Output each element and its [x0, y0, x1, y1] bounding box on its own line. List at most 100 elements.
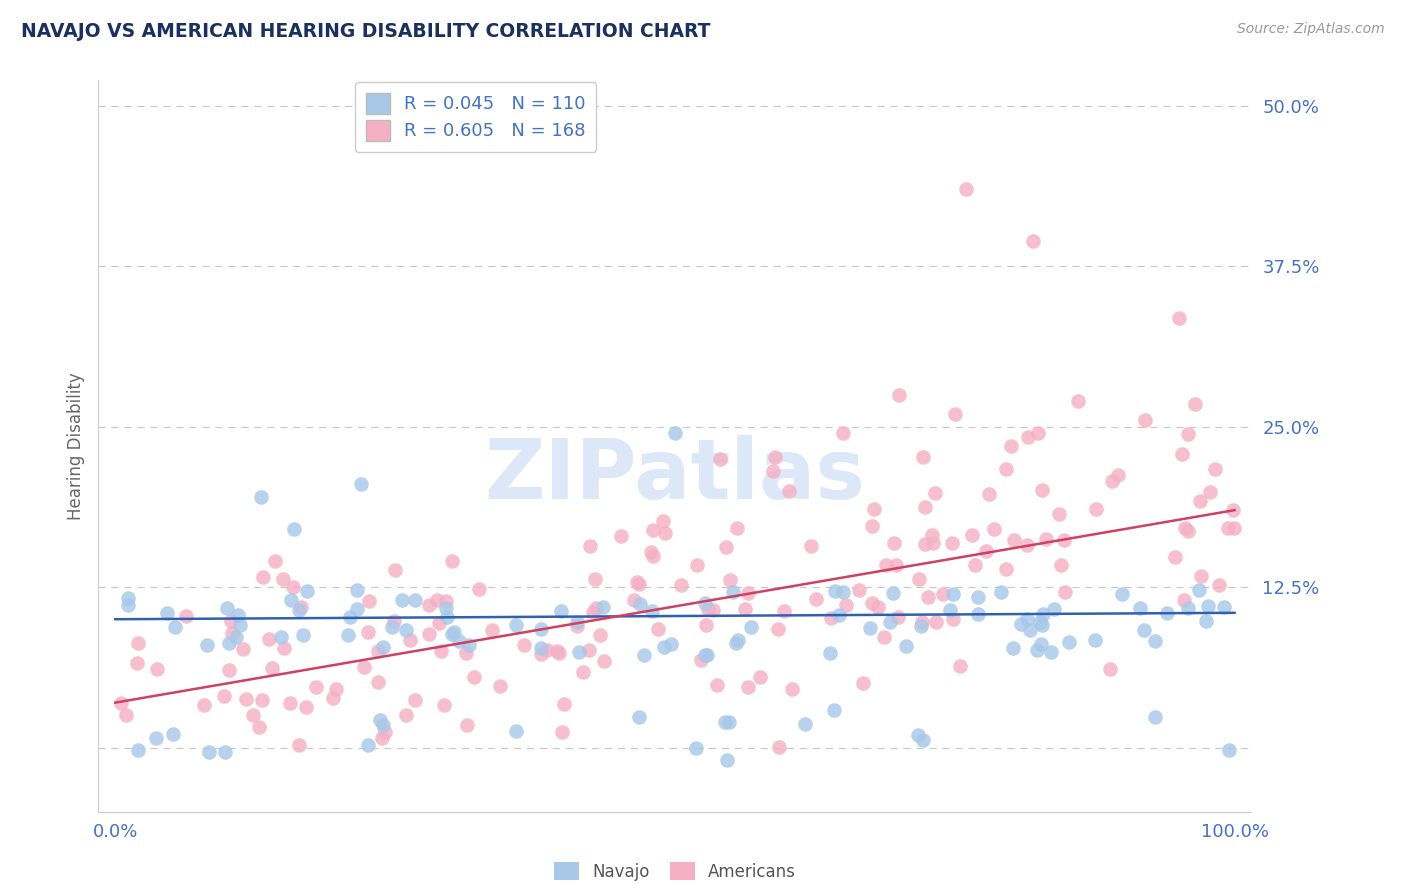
Point — [418, 598, 440, 612]
Point — [628, 577, 651, 591]
Point — [259, 632, 281, 646]
Point — [221, 614, 243, 628]
Point — [835, 598, 858, 612]
Point — [536, 643, 558, 657]
Point — [578, 539, 600, 553]
Point — [727, 633, 749, 648]
Point — [883, 536, 905, 550]
Text: Source: ZipAtlas.com: Source: ZipAtlas.com — [1237, 22, 1385, 37]
Point — [882, 586, 904, 600]
Point — [530, 641, 553, 656]
Point — [359, 594, 381, 608]
Point — [371, 718, 394, 732]
Point — [468, 582, 491, 596]
Point — [353, 660, 375, 674]
Point — [1189, 493, 1212, 508]
Point — [505, 618, 527, 632]
Point — [860, 595, 883, 609]
Point — [641, 549, 664, 563]
Point — [218, 636, 240, 650]
Point — [823, 703, 845, 717]
Point — [546, 644, 568, 658]
Point — [1049, 558, 1071, 573]
Point — [912, 450, 935, 464]
Point — [967, 607, 990, 622]
Point — [725, 521, 748, 535]
Point — [127, 656, 149, 670]
Point — [1173, 593, 1195, 607]
Point — [221, 626, 243, 640]
Point — [721, 584, 744, 599]
Point — [1194, 615, 1216, 629]
Point — [879, 615, 901, 629]
Point — [249, 491, 271, 505]
Point — [659, 636, 682, 650]
Point — [1164, 549, 1187, 564]
Point — [690, 653, 713, 667]
Point — [925, 615, 948, 629]
Point — [651, 514, 673, 528]
Point — [697, 602, 720, 616]
Point — [654, 640, 676, 654]
Point — [513, 638, 536, 652]
Point — [567, 619, 589, 633]
Point — [1053, 585, 1076, 599]
Point — [1177, 427, 1199, 442]
Point — [165, 620, 187, 634]
Point — [117, 591, 139, 606]
Point — [914, 500, 936, 514]
Point — [1129, 600, 1152, 615]
Point — [350, 477, 373, 491]
Point — [127, 742, 149, 756]
Point — [430, 644, 453, 658]
Point — [488, 679, 510, 693]
Point — [884, 558, 907, 573]
Y-axis label: Hearing Disability: Hearing Disability — [66, 372, 84, 520]
Point — [866, 599, 889, 614]
Point — [1189, 569, 1212, 583]
Point — [768, 739, 790, 754]
Point — [887, 387, 910, 401]
Point — [280, 593, 302, 607]
Point — [1177, 524, 1199, 539]
Point — [367, 674, 389, 689]
Text: NAVAJO VS AMERICAN HEARING DISABILITY CORRELATION CHART: NAVAJO VS AMERICAN HEARING DISABILITY CO… — [21, 22, 710, 41]
Point — [278, 696, 301, 710]
Point — [249, 721, 271, 735]
Point — [368, 713, 391, 727]
Point — [115, 708, 138, 723]
Point — [1084, 633, 1107, 648]
Point — [578, 643, 600, 657]
Point — [391, 593, 413, 607]
Point — [824, 584, 846, 599]
Point — [583, 572, 606, 586]
Point — [305, 680, 328, 694]
Point — [381, 620, 404, 634]
Point — [967, 590, 990, 604]
Point — [875, 558, 897, 573]
Point — [654, 526, 676, 541]
Point — [748, 670, 770, 684]
Point — [740, 620, 762, 634]
Point — [949, 659, 972, 673]
Point — [218, 664, 240, 678]
Point — [336, 628, 359, 642]
Point — [436, 609, 458, 624]
Point — [773, 604, 796, 618]
Point — [1156, 607, 1178, 621]
Point — [1184, 397, 1206, 411]
Point — [800, 539, 823, 553]
Point — [1208, 578, 1230, 592]
Point — [582, 605, 605, 619]
Point — [852, 675, 875, 690]
Point — [297, 583, 319, 598]
Point — [955, 182, 977, 196]
Point — [1002, 533, 1025, 547]
Point — [1133, 413, 1156, 427]
Point — [481, 623, 503, 637]
Point — [1218, 743, 1240, 757]
Point — [463, 670, 485, 684]
Point — [977, 487, 1000, 501]
Point — [1031, 618, 1053, 632]
Point — [1174, 521, 1197, 535]
